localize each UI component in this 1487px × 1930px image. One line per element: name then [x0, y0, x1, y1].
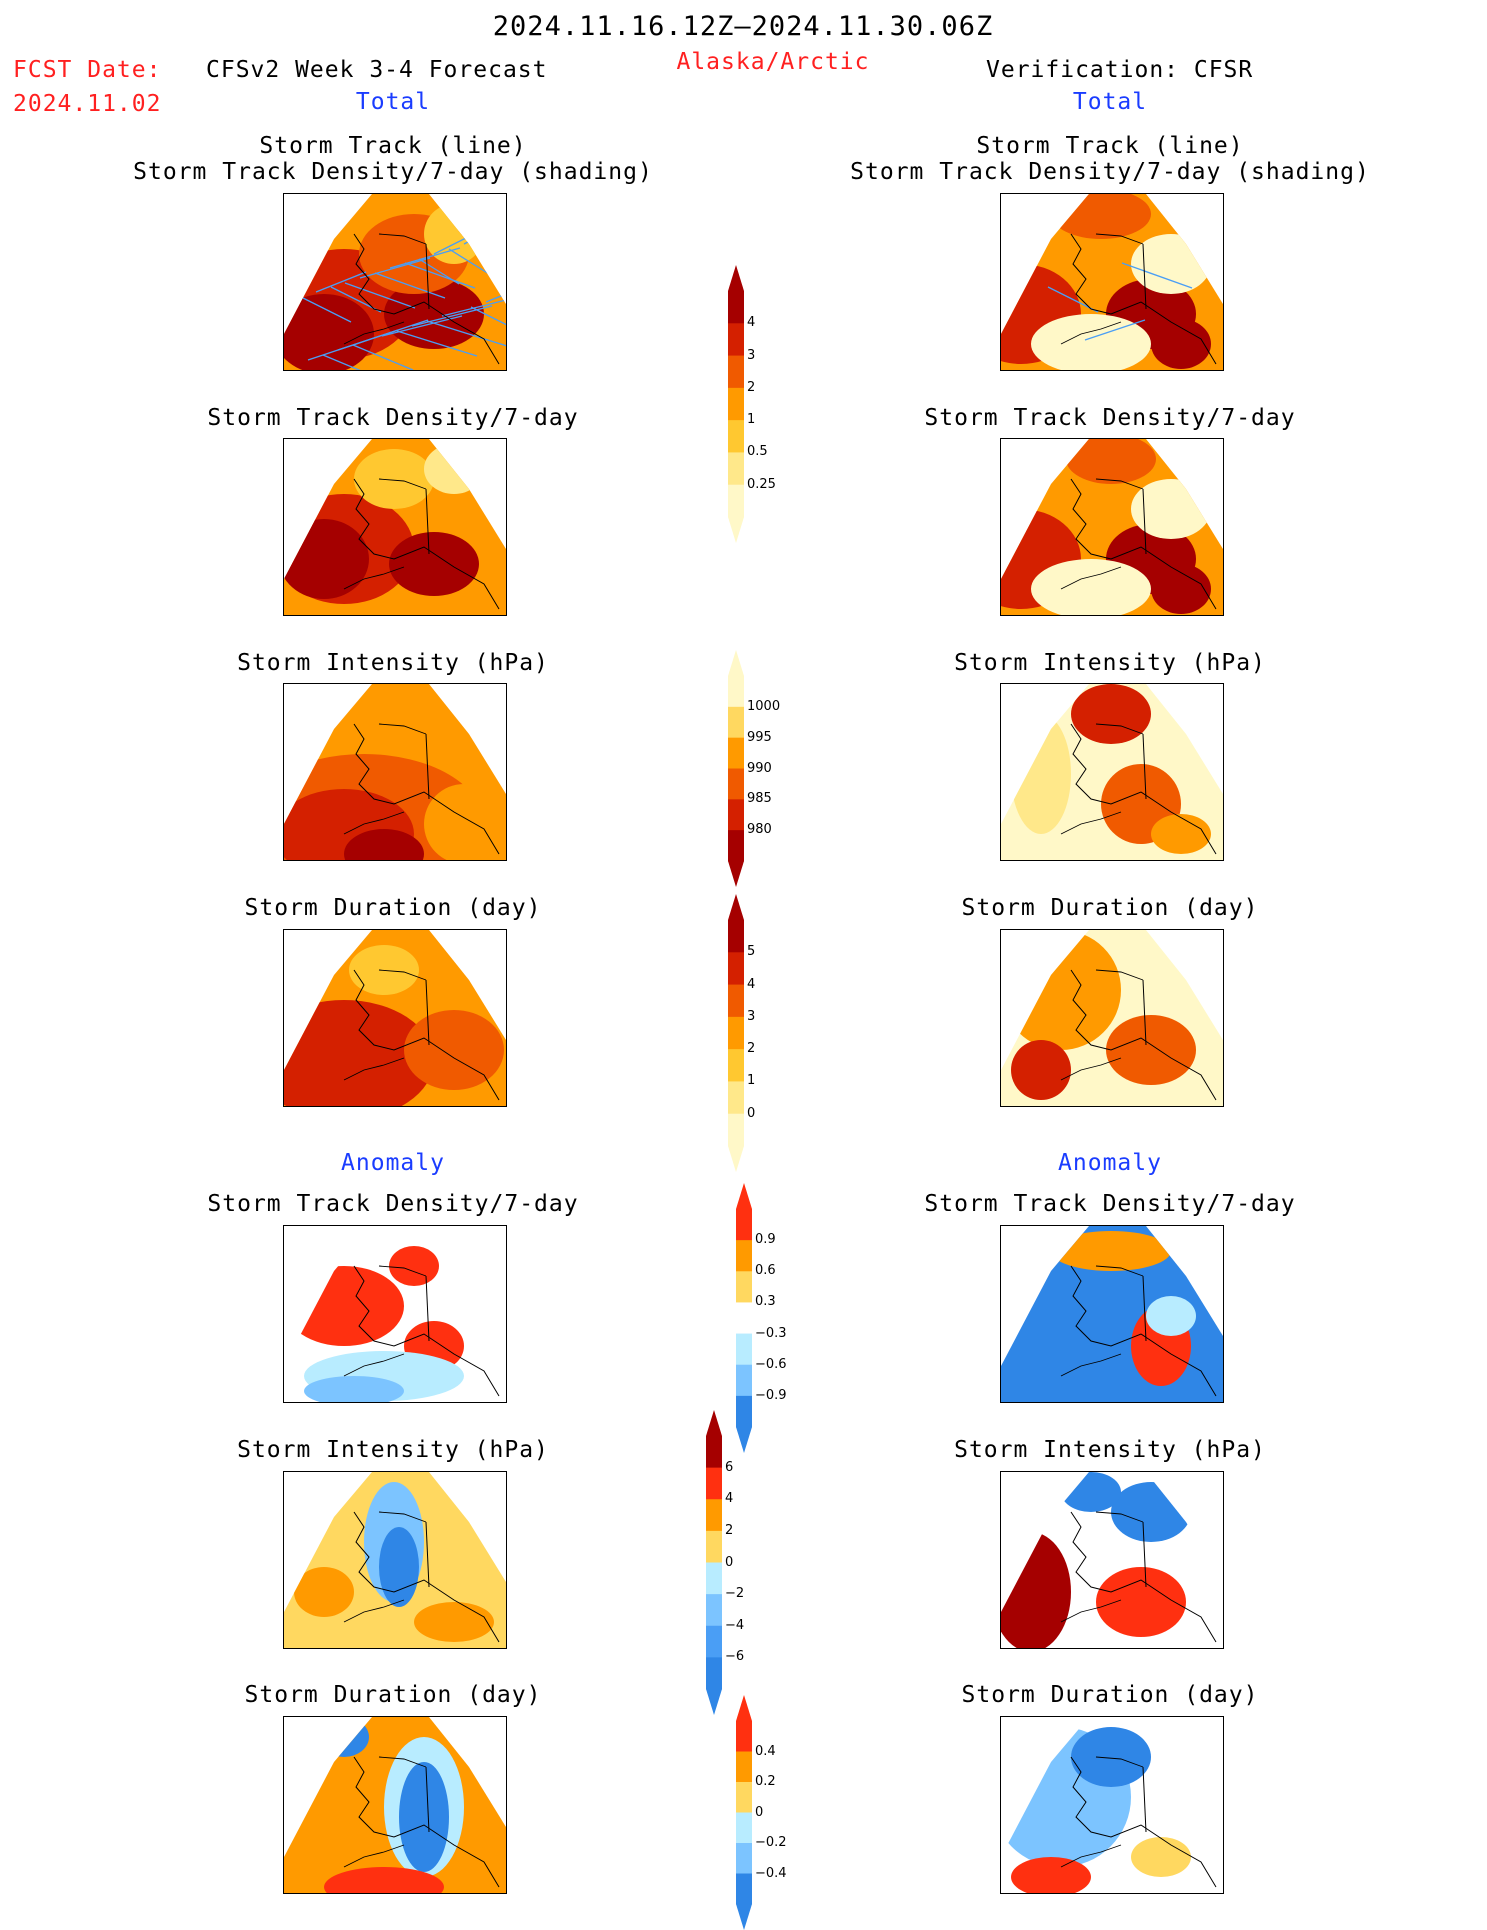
map-panel-duration-anomaly [283, 1716, 507, 1894]
colorbar-tick-label: 0.9 [755, 1232, 776, 1248]
colorbar-tick-label: 0 [747, 1105, 756, 1121]
fcst-date-label: FCST Date: [13, 57, 162, 83]
right-anomaly-label: Anomaly [1058, 1150, 1162, 1176]
colorbar-duration-anomaly: 0.4 0.2 0 −0.2 −0.4 [735, 1695, 815, 1930]
colorbar-tick-label: 0.5 [747, 444, 768, 460]
map-panel-duration [283, 929, 507, 1107]
colorbar-tick-label: 0.25 [747, 476, 776, 492]
colorbar-tick-label: −6 [725, 1649, 745, 1665]
colorbar-tick-label: 2 [725, 1522, 734, 1538]
map-panel-intensity [283, 683, 507, 861]
panel-title: Storm Intensity (hPa) [237, 650, 549, 676]
map-panel-intensity [1000, 683, 1224, 861]
verification-title: Verification: CFSR [986, 57, 1254, 83]
colorbar-tick-label: 985 [747, 791, 772, 807]
panel-title: Storm Track Density/7-day [924, 405, 1296, 431]
colorbar-tick-label: 0.6 [755, 1263, 776, 1279]
panel-title: Storm Intensity (hPa) [237, 1437, 549, 1463]
colorbar-tick-label: 990 [747, 760, 772, 776]
panel-title: Storm Duration (day) [244, 1682, 542, 1708]
map-panel-track-density [1000, 193, 1224, 371]
colorbar-tick-label: 0.4 [755, 1743, 776, 1759]
colorbar-tick-label: 6 [725, 1459, 734, 1475]
colorbar-tick-label: −4 [725, 1617, 745, 1633]
colorbar-density-anomaly: 0.9 0.6 0.3 −0.3 −0.6 −0.9 [735, 1183, 815, 1453]
panel-title: Storm Track (line) [976, 133, 1244, 159]
model-title: CFSv2 Week 3-4 Forecast [206, 57, 548, 83]
colorbar-tick-label: 1 [747, 1073, 756, 1089]
colorbar-tick-label: 5 [747, 944, 756, 960]
panel-title: Storm Track Density/7-day [924, 1191, 1296, 1217]
colorbar-tick-label: −0.6 [755, 1356, 787, 1372]
left-total-label: Total [355, 89, 431, 115]
colorbar-tick-label: 0 [725, 1554, 734, 1570]
colorbar-tick-label: 0 [755, 1804, 764, 1820]
map-panel-intensity-anomaly [1000, 1471, 1224, 1649]
panel-title: Storm Intensity (hPa) [954, 650, 1266, 676]
colorbar-tick-label: −0.3 [755, 1325, 787, 1341]
region-title: Alaska/Arctic [676, 49, 870, 75]
colorbar-tick-label: 3 [747, 347, 756, 363]
panel-title: Storm Track (line) [259, 133, 527, 159]
panel-title: Storm Track Density/7-day (shading) [850, 159, 1370, 185]
colorbar-tick-label: 3 [747, 1008, 756, 1024]
panel-title: Storm Track Density/7-day [207, 1191, 579, 1217]
colorbar-intensity: 1000 995 990 985 980 [727, 650, 807, 887]
panel-title: Storm Track Density/7-day (shading) [133, 159, 653, 185]
colorbar-tick-label: 2 [747, 379, 756, 395]
colorbar-tick-label: 0.3 [755, 1294, 776, 1310]
map-panel-density-anomaly [1000, 1225, 1224, 1403]
colorbar-tick-label: 2 [747, 1041, 756, 1057]
colorbar-tick-label: −0.4 [755, 1865, 787, 1881]
panel-title: Storm Duration (day) [244, 895, 542, 921]
right-total-label: Total [1072, 89, 1148, 115]
panel-title: Storm Track Density/7-day [207, 405, 579, 431]
map-panel-duration-anomaly [1000, 1716, 1224, 1894]
colorbar-tick-label: 980 [747, 822, 772, 838]
panel-title: Storm Duration (day) [961, 895, 1259, 921]
colorbar-duration: 5 4 3 2 1 0 [727, 894, 807, 1172]
colorbar-tick-label: −0.9 [755, 1387, 787, 1403]
map-panel-density-anomaly [283, 1225, 507, 1403]
fcst-date-value: 2024.11.02 [13, 91, 162, 117]
colorbar-tick-label: 1000 [747, 698, 781, 714]
map-panel-track-density [283, 193, 507, 371]
colorbar-density: 4 3 2 1 0.5 0.25 [727, 265, 807, 543]
map-panel-duration [1000, 929, 1224, 1107]
colorbar-tick-label: 4 [747, 976, 756, 992]
colorbar-tick-label: −0.2 [755, 1835, 787, 1850]
map-panel-intensity-anomaly [283, 1471, 507, 1649]
left-anomaly-label: Anomaly [341, 1150, 445, 1176]
colorbar-tick-label: 995 [747, 729, 772, 745]
colorbar-tick-label: 0.2 [755, 1774, 776, 1789]
period-title: 2024.11.16.12Z–2024.11.30.06Z [492, 11, 994, 42]
colorbar-tick-label: 4 [747, 315, 756, 331]
map-panel-density [1000, 438, 1224, 616]
map-panel-density [283, 438, 507, 616]
colorbar-intensity-anomaly: 6 4 2 0 −2 −4 −6 [705, 1410, 785, 1715]
colorbar-tick-label: 4 [725, 1491, 734, 1507]
colorbar-tick-label: −2 [725, 1586, 745, 1602]
panel-title: Storm Duration (day) [961, 1682, 1259, 1708]
panel-title: Storm Intensity (hPa) [954, 1437, 1266, 1463]
colorbar-tick-label: 1 [747, 412, 756, 428]
